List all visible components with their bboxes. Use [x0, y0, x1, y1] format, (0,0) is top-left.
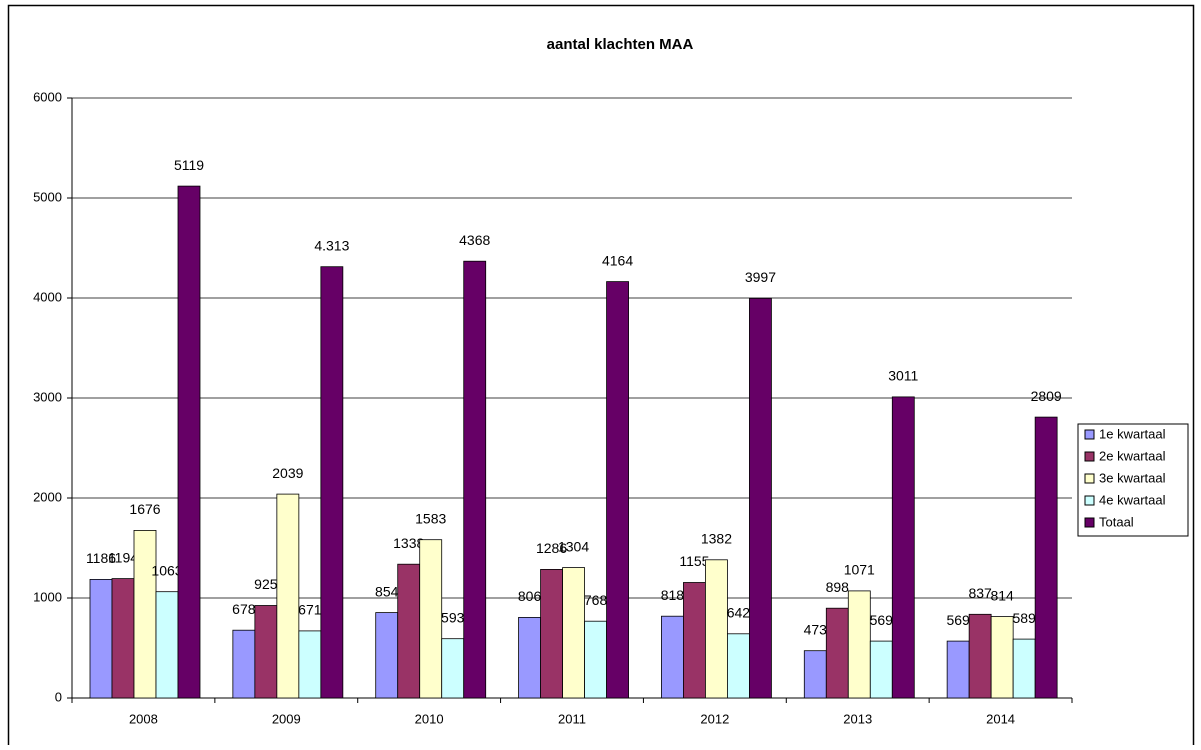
bar	[968, 613, 992, 699]
data-label: 837	[968, 585, 992, 601]
legend-swatch	[1084, 517, 1095, 528]
data-label: 642	[727, 605, 751, 621]
data-label: 3011	[888, 368, 918, 384]
bar	[441, 638, 465, 699]
legend-box	[1077, 423, 1189, 537]
data-label: 2809	[1031, 388, 1062, 404]
data-label: 854	[375, 583, 399, 599]
legend-swatch	[1084, 495, 1095, 506]
data-label: 1676	[129, 501, 160, 517]
x-tick-label: 2011	[558, 711, 586, 726]
data-label: 2039	[272, 465, 303, 481]
y-tick-label: 2000	[33, 489, 62, 504]
data-label: 569	[870, 612, 894, 628]
bar	[1034, 416, 1058, 699]
data-label: 818	[661, 587, 685, 603]
data-label: 589	[1012, 610, 1036, 626]
legend-label: 2e kwartaal	[1099, 448, 1166, 463]
legend-swatch	[1084, 451, 1095, 462]
data-label: 4164	[602, 252, 633, 268]
bar	[705, 559, 728, 699]
x-tick-label: 2012	[700, 711, 729, 726]
legend-swatch	[1084, 473, 1095, 484]
bar	[562, 567, 585, 699]
y-tick-label: 0	[55, 689, 62, 704]
bar	[320, 266, 344, 699]
bar	[683, 582, 706, 699]
data-label: 4.313	[314, 237, 349, 253]
bar	[749, 297, 772, 699]
bar	[540, 569, 563, 699]
bar	[298, 630, 322, 699]
data-label: 3997	[745, 269, 776, 285]
bar	[869, 640, 893, 699]
bar	[1012, 638, 1036, 699]
data-label: 814	[990, 587, 1014, 603]
data-label: 806	[518, 588, 542, 604]
bar	[803, 650, 827, 699]
data-label: 1071	[844, 562, 875, 578]
legend-label: 4e kwartaal	[1099, 492, 1166, 507]
bar	[847, 590, 871, 699]
data-label: 1583	[415, 510, 446, 526]
y-tick-label: 3000	[33, 389, 62, 404]
bar	[891, 396, 915, 699]
data-label: 5119	[174, 157, 204, 173]
bar	[584, 620, 607, 699]
bar	[375, 612, 399, 699]
bar	[606, 281, 629, 699]
bar	[419, 539, 443, 699]
x-tick-label: 2010	[415, 711, 444, 726]
bar	[661, 615, 684, 699]
bar	[825, 607, 849, 699]
y-tick-label: 5000	[33, 189, 62, 204]
bar	[89, 579, 113, 699]
bar	[254, 605, 278, 699]
data-label: 473	[804, 621, 828, 637]
bar	[946, 640, 970, 699]
data-label: 4368	[459, 232, 490, 248]
bar	[133, 530, 157, 699]
data-label: 1155	[679, 553, 709, 569]
bar	[111, 578, 135, 699]
x-tick-label: 2013	[843, 711, 872, 726]
legend-label: 3e kwartaal	[1099, 470, 1166, 485]
data-label: 1382	[701, 531, 732, 547]
bar	[727, 633, 750, 699]
bar	[990, 616, 1014, 699]
y-tick-label: 4000	[33, 289, 62, 304]
bar	[518, 617, 541, 699]
x-tick-label: 2014	[986, 711, 1015, 726]
legend-label: Totaal	[1099, 514, 1134, 529]
x-tick-label: 2008	[129, 711, 158, 726]
legend-label: 1e kwartaal	[1099, 426, 1166, 441]
x-tick-label: 2009	[272, 711, 301, 726]
bar	[232, 629, 256, 699]
data-label: 1338	[393, 535, 424, 551]
data-label: 1063	[151, 562, 182, 578]
data-label: 593	[441, 609, 465, 625]
bar	[177, 185, 201, 699]
data-label: 671	[298, 602, 322, 618]
bar	[463, 260, 487, 699]
data-label: 768	[584, 592, 608, 608]
data-label: 1194	[108, 549, 138, 565]
data-label: 1286	[536, 540, 567, 556]
data-label: 678	[232, 601, 256, 617]
bar	[276, 493, 300, 699]
bar	[397, 563, 421, 699]
data-label: 1186	[86, 550, 116, 566]
data-label: 1304	[558, 538, 589, 554]
chart-title: aantal klachten MAA	[547, 36, 694, 53]
data-label: 569	[946, 612, 970, 628]
y-tick-label: 1000	[33, 589, 62, 604]
data-label: 898	[826, 579, 850, 595]
y-tick-label: 6000	[33, 89, 62, 104]
data-label: 925	[254, 576, 278, 592]
legend-swatch	[1084, 429, 1095, 440]
bar	[155, 591, 179, 699]
